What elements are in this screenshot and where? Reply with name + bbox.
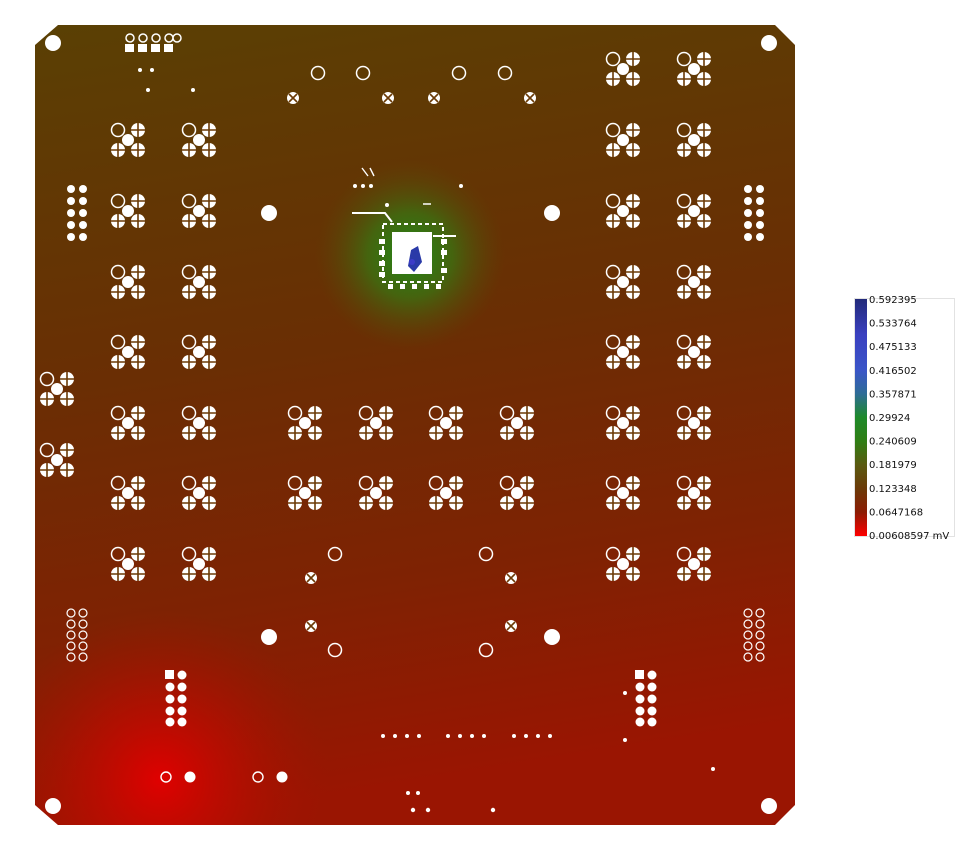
legend-tick-label: 0.533764 [869, 319, 917, 330]
mounting-holes [45, 35, 777, 814]
bottom-headers [165, 670, 715, 771]
side-connectors-outline [66, 608, 765, 662]
green-voltage-region [35, 25, 795, 825]
top-header [125, 33, 195, 92]
legend-tick-label: 0.0647168 [869, 507, 923, 518]
legend-tick-label: 0.29924 [869, 413, 910, 424]
legend-tick-label: 0.00608597 mV [869, 531, 949, 542]
legend: 0.592395 0.533764 0.475133 0.416502 0.357871… [854, 295, 955, 542]
legend-colorbar [855, 299, 867, 536]
legend-tick-label: 0.475133 [869, 342, 917, 353]
central-ic [352, 167, 456, 289]
legend-tick-label: 0.592395 [869, 295, 917, 306]
bottom-vias [160, 184, 552, 813]
side-connectors [67, 185, 764, 241]
legend-tick-label: 0.416502 [869, 366, 917, 377]
legend-tick-label: 0.357871 [869, 389, 917, 400]
legend-tick-label: 0.123348 [869, 484, 917, 495]
legend-tick-label: 0.240609 [869, 437, 917, 448]
legend-tick-label: 0.181979 [869, 460, 917, 471]
